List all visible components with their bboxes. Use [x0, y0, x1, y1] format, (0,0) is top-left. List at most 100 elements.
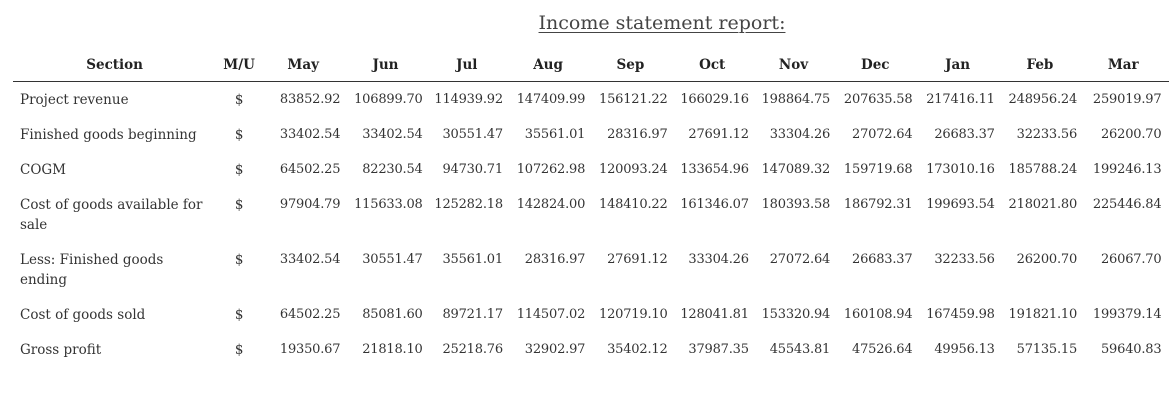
table-cell-value: 120093.24	[599, 162, 668, 177]
table-cell-value: 32233.56	[934, 252, 995, 267]
table-cell-value: 28316.97	[524, 252, 586, 267]
table-cell-value: 120719.10	[599, 307, 668, 322]
table-cell-value	[1165, 243, 1169, 298]
table-cell-value: 32902.97	[524, 342, 586, 357]
table-row: Cost of goods available for sale $97904.7…	[13, 188, 1169, 243]
row-unit: $	[234, 307, 244, 323]
table-cell-value: 198864.75	[761, 92, 831, 107]
table-cell-value: 33402.54	[362, 127, 423, 142]
column-header-month: Feb	[998, 48, 1082, 82]
table-cell-value: 94730.71	[442, 162, 503, 177]
table-row: Gross profit $19350.67 21818.10 25218.76 329…	[13, 333, 1169, 368]
table-body: Project revenue $83852.92 106899.70 114939.…	[13, 82, 1169, 369]
row-section-label: COGM	[20, 162, 67, 178]
income-statement-table-container[interactable]: Section M/U May Jun Jul Aug Sep Oct Nov Dec Jan F…	[13, 48, 1169, 402]
table-cell-value: 142824.00	[516, 197, 586, 212]
table-cell-value: 147089.32	[761, 162, 831, 177]
table-cell-value: 27691.12	[688, 127, 749, 142]
table-cell-value	[1165, 153, 1169, 188]
column-header-month: Jul	[426, 48, 507, 82]
column-header-month: Aug	[506, 48, 590, 82]
table-cell-value: 37987.35	[688, 342, 749, 357]
table-cell-value: 33304.26	[769, 127, 831, 142]
row-unit: $	[234, 162, 244, 178]
column-header-month: Oct	[671, 48, 753, 82]
column-header-section: Section	[13, 48, 217, 82]
table-cell-value: 199246.13	[1092, 162, 1162, 177]
row-unit: $	[234, 127, 244, 143]
table-cell-value: 248956.24	[1008, 92, 1078, 107]
column-header-month: Jan	[916, 48, 999, 82]
table-row: COGM $64502.25 82230.54 94730.71 107262.98 12…	[13, 153, 1169, 188]
column-header-month: Jun	[344, 48, 427, 82]
table-cell-value: 82230.54	[362, 162, 423, 177]
table-cell-value: 186792.31	[843, 197, 913, 212]
table-cell-value: 28316.97	[607, 127, 668, 142]
table-cell-value: 128041.81	[680, 307, 749, 322]
table-row: Cost of goods sold $64502.25 85081.60 89721…	[13, 298, 1169, 333]
column-header-month: Dec	[834, 48, 917, 82]
row-section-label: Gross profit	[20, 342, 102, 358]
table-cell-value: 167459.98	[926, 307, 995, 322]
table-cell-value: 85081.60	[362, 307, 423, 322]
table-cell-value: 114939.92	[434, 92, 503, 107]
table-cell-value: 147409.99	[516, 92, 586, 107]
table-cell-value: 26200.70	[1016, 252, 1078, 267]
table-cell-value: 166029.16	[680, 92, 749, 107]
table-cell-value: 26200.70	[1100, 127, 1162, 142]
table-cell-value	[1165, 333, 1169, 368]
table-cell-value: 64502.25	[279, 307, 341, 322]
table-cell-value: 207635.58	[843, 92, 913, 107]
table-cell-value: 49956.13	[934, 342, 995, 357]
table-cell-value: 2	[1165, 82, 1169, 119]
table-cell-value: 27072.64	[852, 127, 913, 142]
table-cell-value: 185788.24	[1008, 162, 1078, 177]
table-cell-value: 199693.54	[926, 197, 995, 212]
table-header-row: Section M/U May Jun Jul Aug Sep Oct Nov Dec Jan F…	[13, 48, 1169, 82]
income-statement-table: Section M/U May Jun Jul Aug Sep Oct Nov Dec Jan F…	[13, 48, 1169, 368]
table-cell-value: 57135.15	[1016, 342, 1078, 357]
table-cell-value: 114507.02	[516, 307, 586, 322]
table-cell-value: 218021.80	[1008, 197, 1078, 212]
table-cell-value: 156121.22	[599, 92, 668, 107]
table-cell-value: 64502.25	[279, 162, 341, 177]
table-cell-value: 106899.70	[354, 92, 423, 107]
table-cell-value: 27691.12	[607, 252, 668, 267]
row-section-label: Finished goods beginning	[20, 127, 197, 143]
column-header-mu: M/U	[216, 48, 262, 82]
table-cell-value: 19350.67	[279, 342, 341, 357]
row-section-label: Project revenue	[20, 92, 129, 108]
table-cell-value: 217416.11	[926, 92, 995, 107]
table-cell-value: 133654.96	[680, 162, 749, 177]
table-cell-value: 45543.81	[769, 342, 831, 357]
table-cell-value: 89721.17	[442, 307, 503, 322]
table-cell-value: 47526.64	[852, 342, 913, 357]
table-cell-value: 180393.58	[761, 197, 831, 212]
table-cell-value: 35561.01	[442, 252, 503, 267]
table-cell-value: 30551.47	[442, 127, 503, 142]
table-cell-value: 26683.37	[852, 252, 913, 267]
table-cell-value: 35402.12	[607, 342, 668, 357]
table-cell-value: 30551.47	[362, 252, 423, 267]
row-section-label: Less: Finished goods ending	[20, 252, 164, 288]
table-cell-value: 161346.07	[680, 197, 749, 212]
table-cell-value: 25218.76	[442, 342, 503, 357]
table-row: Finished goods beginning $33402.54 33402.5…	[13, 118, 1169, 153]
row-unit: $	[234, 342, 244, 358]
table-cell-value: 2	[1165, 188, 1169, 243]
table-cell-value	[1165, 118, 1169, 153]
table-cell-value: 115633.08	[354, 197, 423, 212]
table-row: Project revenue $83852.92 106899.70 114939.…	[13, 82, 1169, 119]
table-cell-value: 33304.26	[688, 252, 749, 267]
row-unit: $	[234, 252, 244, 268]
table-cell-value: 97904.79	[279, 197, 341, 212]
table-cell-value: 27072.64	[769, 252, 831, 267]
table-cell-value: 259019.97	[1092, 92, 1162, 107]
table-cell-value: 33402.54	[279, 252, 341, 267]
report-title: Income statement report:	[538, 12, 786, 34]
table-cell-value: 225446.84	[1092, 197, 1162, 212]
column-header-month: Sep	[589, 48, 672, 82]
column-header-month: Apr	[1165, 48, 1169, 82]
table-cell-value: 83852.92	[279, 92, 341, 107]
table-cell-value: 26067.70	[1100, 252, 1162, 267]
